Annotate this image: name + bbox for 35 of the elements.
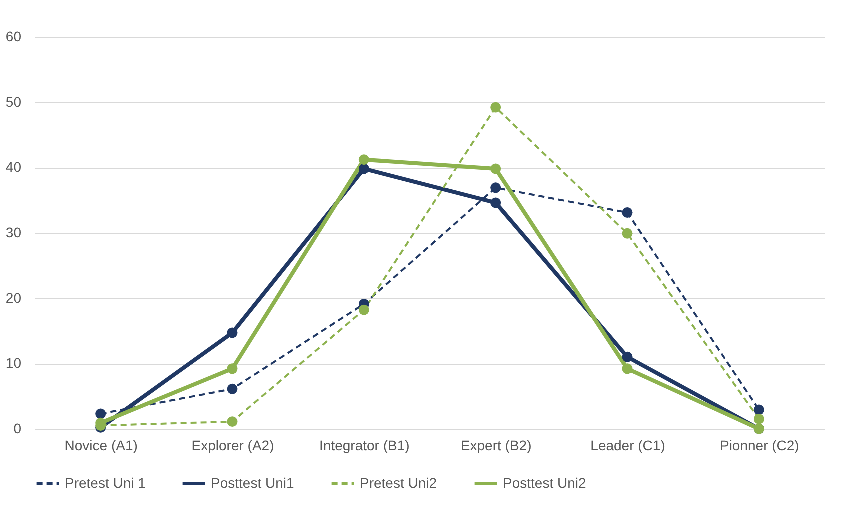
legend-label: Pretest Uni2: [360, 475, 438, 491]
x-tick-label: Novice (A1): [64, 438, 138, 454]
point: [490, 102, 502, 113]
point: [622, 208, 633, 218]
y-tick-label: 40: [6, 159, 22, 176]
point: [227, 384, 238, 394]
y-tick-label: 20: [6, 290, 22, 306]
point: [490, 198, 502, 208]
point: [358, 154, 370, 166]
y-tick-label: 60: [6, 28, 22, 44]
y-tick-label: 0: [14, 420, 22, 436]
y-tick-label: 10: [6, 355, 22, 372]
point: [358, 164, 370, 174]
point: [96, 408, 106, 420]
x-tick-label: Integrator (B1): [320, 438, 410, 454]
point: [754, 414, 764, 424]
y-tick-label: 30: [6, 224, 22, 240]
point: [754, 404, 764, 416]
y-tick-label: 50: [6, 94, 22, 110]
x-tick-label: Explorer (A2): [192, 438, 274, 454]
point: [490, 182, 502, 194]
point: [227, 364, 238, 374]
legend-label: Pretest Uni 1: [65, 475, 146, 491]
x-tick-label: Leader (C1): [590, 438, 666, 454]
point: [227, 416, 238, 428]
x-tick-label: Pionner (C2): [720, 438, 800, 454]
legend-label: Posttest Uni2: [503, 475, 586, 491]
point: [622, 352, 633, 362]
point: [490, 164, 502, 174]
point: [622, 364, 633, 374]
legend-label: Posttest Uni1: [211, 475, 294, 491]
point: [227, 328, 238, 338]
point: [358, 304, 370, 316]
x-tick-label: Expert (B2): [460, 438, 532, 454]
point: [622, 228, 633, 239]
